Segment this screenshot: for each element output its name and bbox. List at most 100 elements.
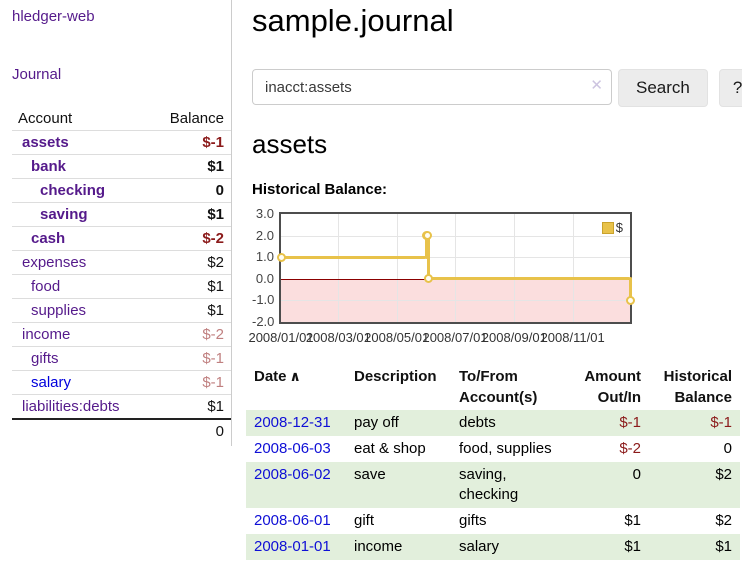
account-row: income $-2 bbox=[12, 322, 231, 346]
transaction-accounts: debts bbox=[459, 414, 496, 431]
account-link-gifts[interactable]: gifts bbox=[31, 350, 59, 367]
accounts-total-value: 0 bbox=[215, 422, 224, 440]
account-link-liabilities-debts[interactable]: liabilities:debts bbox=[22, 398, 120, 415]
transaction-accounts: gifts bbox=[459, 512, 487, 529]
y-axis-tick-label: 0.0 bbox=[255, 270, 274, 286]
transaction-date-link[interactable]: 2008-06-02 bbox=[254, 466, 331, 483]
transaction-amount: $-2 bbox=[619, 440, 641, 457]
balance-chart: $ 3.0 2.0 1.0 0.0 -1.0 -2.0 2008/01/01 2008/03/… bbox=[248, 206, 742, 353]
transaction-balance: 0 bbox=[723, 440, 732, 457]
transaction-description: pay off bbox=[354, 414, 399, 431]
search-button[interactable]: Search bbox=[618, 69, 708, 107]
transaction-date-link[interactable]: 2008-06-03 bbox=[254, 440, 331, 457]
account-row: liabilities:debts $1 bbox=[12, 394, 231, 418]
account-balance: $1 bbox=[207, 302, 224, 319]
transaction-date-link[interactable]: 2008-12-31 bbox=[254, 414, 331, 431]
account-row: assets $-1 bbox=[12, 130, 231, 154]
column-header-date[interactable]: Date ∧ bbox=[246, 364, 346, 410]
account-link-assets[interactable]: assets bbox=[22, 134, 69, 151]
transaction-accounts: saving, checking bbox=[459, 466, 519, 503]
x-axis-tick-label: 2008/09/01 bbox=[481, 330, 547, 345]
account-row: food $1 bbox=[12, 274, 231, 298]
x-axis-tick-label: 2008/01/01 bbox=[248, 330, 314, 345]
account-row: salary $-1 bbox=[12, 370, 231, 394]
chart-legend: $ bbox=[601, 220, 623, 235]
x-axis-tick-label: 2008/11/01 bbox=[540, 330, 605, 345]
gridline bbox=[338, 214, 340, 322]
sidebar: hledger-web Journal Account Balance asse… bbox=[0, 0, 232, 446]
y-axis-tick-label: -1.0 bbox=[252, 292, 275, 308]
transaction-balance: $2 bbox=[715, 466, 732, 483]
page-title: sample.journal bbox=[252, 3, 454, 38]
data-point-marker bbox=[422, 231, 432, 241]
account-link-income[interactable]: income bbox=[22, 326, 71, 343]
search-form: ✕ Search ? bbox=[252, 69, 742, 107]
data-point-marker bbox=[423, 274, 433, 284]
sidebar-item-journal[interactable]: Journal bbox=[12, 66, 62, 83]
y-axis-tick-label: 2.0 bbox=[255, 227, 274, 243]
transaction-description: income bbox=[354, 538, 403, 555]
x-axis-tick-label: 2008/03/01 bbox=[305, 330, 371, 345]
search-help-button[interactable]: ? bbox=[718, 69, 742, 107]
transaction-balance: $1 bbox=[715, 538, 732, 555]
account-balance: $1 bbox=[207, 158, 224, 175]
y-axis-tick-label: 3.0 bbox=[255, 206, 274, 221]
column-header-amount: Amount Out/In bbox=[584, 368, 641, 406]
y-axis-tick-label: -2.0 bbox=[252, 314, 275, 329]
account-balance: 0 bbox=[215, 182, 224, 199]
account-row: expenses $2 bbox=[12, 250, 231, 274]
account-link-expenses[interactable]: expenses bbox=[22, 254, 87, 271]
app-brand-link[interactable]: hledger-web bbox=[12, 8, 95, 25]
transaction-description: save bbox=[354, 466, 386, 483]
search-input[interactable] bbox=[252, 69, 612, 105]
chart-line-segment bbox=[628, 277, 632, 302]
account-balance: $1 bbox=[207, 398, 224, 415]
data-point-marker bbox=[625, 295, 635, 305]
account-balance: $-1 bbox=[202, 374, 224, 391]
transaction-amount: $1 bbox=[624, 538, 641, 555]
account-row: bank $1 bbox=[12, 154, 231, 178]
account-balance: $-1 bbox=[202, 134, 224, 151]
account-link-supplies[interactable]: supplies bbox=[31, 302, 87, 319]
date-header-label: Date bbox=[254, 368, 287, 385]
x-axis-tick-label: 2008/07/01 bbox=[422, 330, 488, 345]
column-header-description: Description bbox=[354, 368, 437, 385]
register-table: Date ∧ Description To/From Account(s) Amo… bbox=[246, 364, 740, 560]
main-content: sample.journal ✕ Search ? assets Histori… bbox=[246, 0, 742, 560]
chart-plot-area: $ bbox=[276, 212, 635, 324]
data-point-marker bbox=[276, 252, 286, 262]
transaction-date-link[interactable]: 2008-01-01 bbox=[254, 538, 331, 555]
transaction-date-link[interactable]: 2008-06-01 bbox=[254, 512, 331, 529]
account-balance: $-2 bbox=[202, 230, 224, 247]
accounts-total-row: 0 bbox=[12, 418, 231, 442]
account-tree-header: Account Balance bbox=[12, 106, 231, 130]
clear-search-icon[interactable]: ✕ bbox=[590, 77, 603, 94]
account-link-food[interactable]: food bbox=[31, 278, 61, 295]
y-axis-tick-label: 1.0 bbox=[255, 249, 274, 265]
transaction-accounts: salary bbox=[459, 538, 500, 555]
account-balance: $-2 bbox=[202, 326, 224, 343]
register-row: 2008-06-02 save saving, checking 0 $2 bbox=[246, 462, 740, 508]
account-link-saving[interactable]: saving bbox=[40, 206, 88, 223]
balance-column-header: Balance bbox=[169, 109, 224, 127]
account-link-cash[interactable]: cash bbox=[31, 230, 66, 247]
account-balance: $1 bbox=[207, 278, 224, 295]
legend-label: $ bbox=[615, 220, 623, 235]
register-header-row: Date ∧ Description To/From Account(s) Amo… bbox=[246, 364, 740, 410]
account-link-bank[interactable]: bank bbox=[31, 158, 67, 175]
transaction-amount: $-1 bbox=[619, 414, 641, 431]
account-row: saving $1 bbox=[12, 202, 231, 226]
account-row: checking 0 bbox=[12, 178, 231, 202]
register-row: 2008-01-01 income salary $1 $1 bbox=[246, 534, 740, 560]
account-link-salary[interactable]: salary bbox=[31, 374, 72, 391]
account-row: cash $-2 bbox=[12, 226, 231, 250]
register-row: 2008-12-31 pay off debts $-1 $-1 bbox=[246, 410, 740, 436]
account-column-header: Account bbox=[18, 109, 73, 127]
account-link-checking[interactable]: checking bbox=[40, 182, 106, 199]
register-row: 2008-06-03 eat & shop food, supplies $-2… bbox=[246, 436, 740, 462]
chart-title: Historical Balance: bbox=[252, 181, 388, 198]
sort-ascending-icon: ∧ bbox=[289, 368, 301, 384]
gridline bbox=[396, 214, 398, 322]
chart-line-segment bbox=[424, 234, 428, 259]
